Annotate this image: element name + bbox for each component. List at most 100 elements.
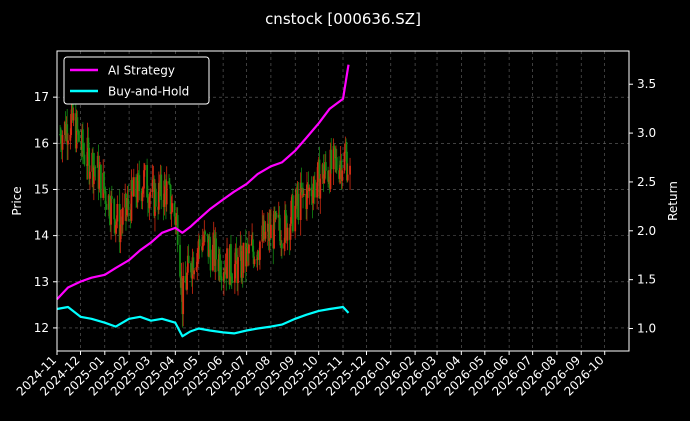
candle-body (203, 231, 206, 243)
candle-body (99, 164, 102, 198)
candle-body (88, 147, 91, 179)
candle-body (187, 255, 190, 264)
candle-body (212, 244, 214, 271)
candle-body (110, 196, 112, 225)
candle-body (278, 214, 281, 231)
candle-body (300, 182, 303, 193)
candle-body (168, 183, 171, 185)
candle-body (182, 275, 185, 315)
candle-body (125, 208, 128, 216)
candle-body (246, 246, 249, 249)
candle-body (341, 170, 344, 182)
candle-body (146, 197, 149, 203)
candle-body (151, 179, 154, 192)
candle-body (349, 165, 351, 175)
y2-tick-label: 2.0 (637, 224, 656, 238)
candle-body (297, 193, 300, 221)
y2-tick-label: 3.5 (637, 77, 656, 91)
candle-body (179, 244, 181, 277)
candle-body (313, 179, 316, 198)
candle-body (250, 244, 253, 246)
candle-body (89, 171, 91, 179)
y-tick-label: 17 (34, 90, 49, 104)
candle-body (302, 193, 305, 195)
candle-body (94, 167, 97, 169)
candle-body (114, 225, 117, 233)
candle-body (148, 196, 151, 209)
candle-body (92, 166, 95, 185)
candle-body (327, 170, 330, 182)
candle-body (346, 151, 348, 181)
candle-body (164, 180, 167, 186)
candle-body (81, 129, 84, 151)
y2-tick-label: 3.0 (637, 126, 656, 140)
y-axis-label: Price (10, 186, 24, 215)
candle-body (104, 191, 107, 204)
candle-body (157, 182, 160, 210)
candle-body (264, 231, 267, 239)
legend-box (63, 56, 210, 105)
candle-body (135, 177, 138, 198)
candle-body (279, 230, 282, 246)
candle-body (154, 188, 157, 207)
candle-body (230, 276, 233, 282)
candle-body (143, 170, 145, 189)
y2-tick-label: 2.5 (637, 175, 656, 189)
series-layer (56, 64, 350, 338)
candle-body (71, 100, 74, 121)
candle-body (222, 272, 225, 281)
y2-tick-label: 1.5 (637, 273, 656, 287)
candle-body (319, 178, 322, 199)
candle-body (219, 254, 221, 276)
candle-body (116, 203, 119, 222)
candle-body (316, 182, 319, 198)
legend-label-ai-strategy: AI Strategy (108, 64, 175, 78)
candle-body (306, 184, 308, 210)
candle-body (70, 114, 73, 135)
candle-body (72, 113, 75, 121)
candle-body (131, 180, 134, 192)
candle-body (127, 198, 130, 210)
candle-body (119, 224, 122, 243)
buy-and-hold-line (56, 305, 350, 338)
candle-body (235, 248, 238, 261)
candle-body (76, 117, 79, 132)
candle-body (110, 196, 113, 199)
candle-body (230, 244, 232, 277)
candle-body (105, 203, 108, 210)
candle-body (215, 238, 217, 260)
candle-body (197, 249, 199, 254)
candle-body (204, 231, 206, 235)
candle-body (202, 242, 205, 244)
candle-body (87, 137, 90, 148)
candle-body (192, 257, 195, 275)
candle-body (141, 193, 144, 202)
candle-body (283, 242, 286, 249)
candle-body (275, 212, 278, 218)
candle-body (299, 182, 302, 221)
candle-body (231, 281, 234, 283)
candle-body (136, 173, 139, 203)
candle-body (226, 248, 228, 279)
candle-body (270, 224, 272, 239)
candle-body (118, 203, 121, 243)
candle-body (209, 249, 212, 271)
y-tick-label: 14 (34, 229, 49, 243)
candle-body (121, 207, 124, 225)
y2-tick-label: 1.0 (637, 322, 656, 336)
candle-body (255, 259, 258, 261)
candle-body (132, 177, 135, 197)
candle-body (198, 239, 201, 247)
candle-body (103, 172, 105, 189)
candle-body (338, 167, 341, 179)
legend-label-buy-and-hold: Buy-and-Hold (108, 85, 189, 99)
candle-body (75, 117, 78, 149)
candle-body (334, 148, 337, 159)
candle-body (61, 135, 64, 150)
candle-body (190, 263, 192, 273)
candle-body (113, 198, 116, 220)
candle-body (323, 174, 326, 184)
candle-body (332, 146, 335, 170)
candle-body (291, 195, 294, 232)
